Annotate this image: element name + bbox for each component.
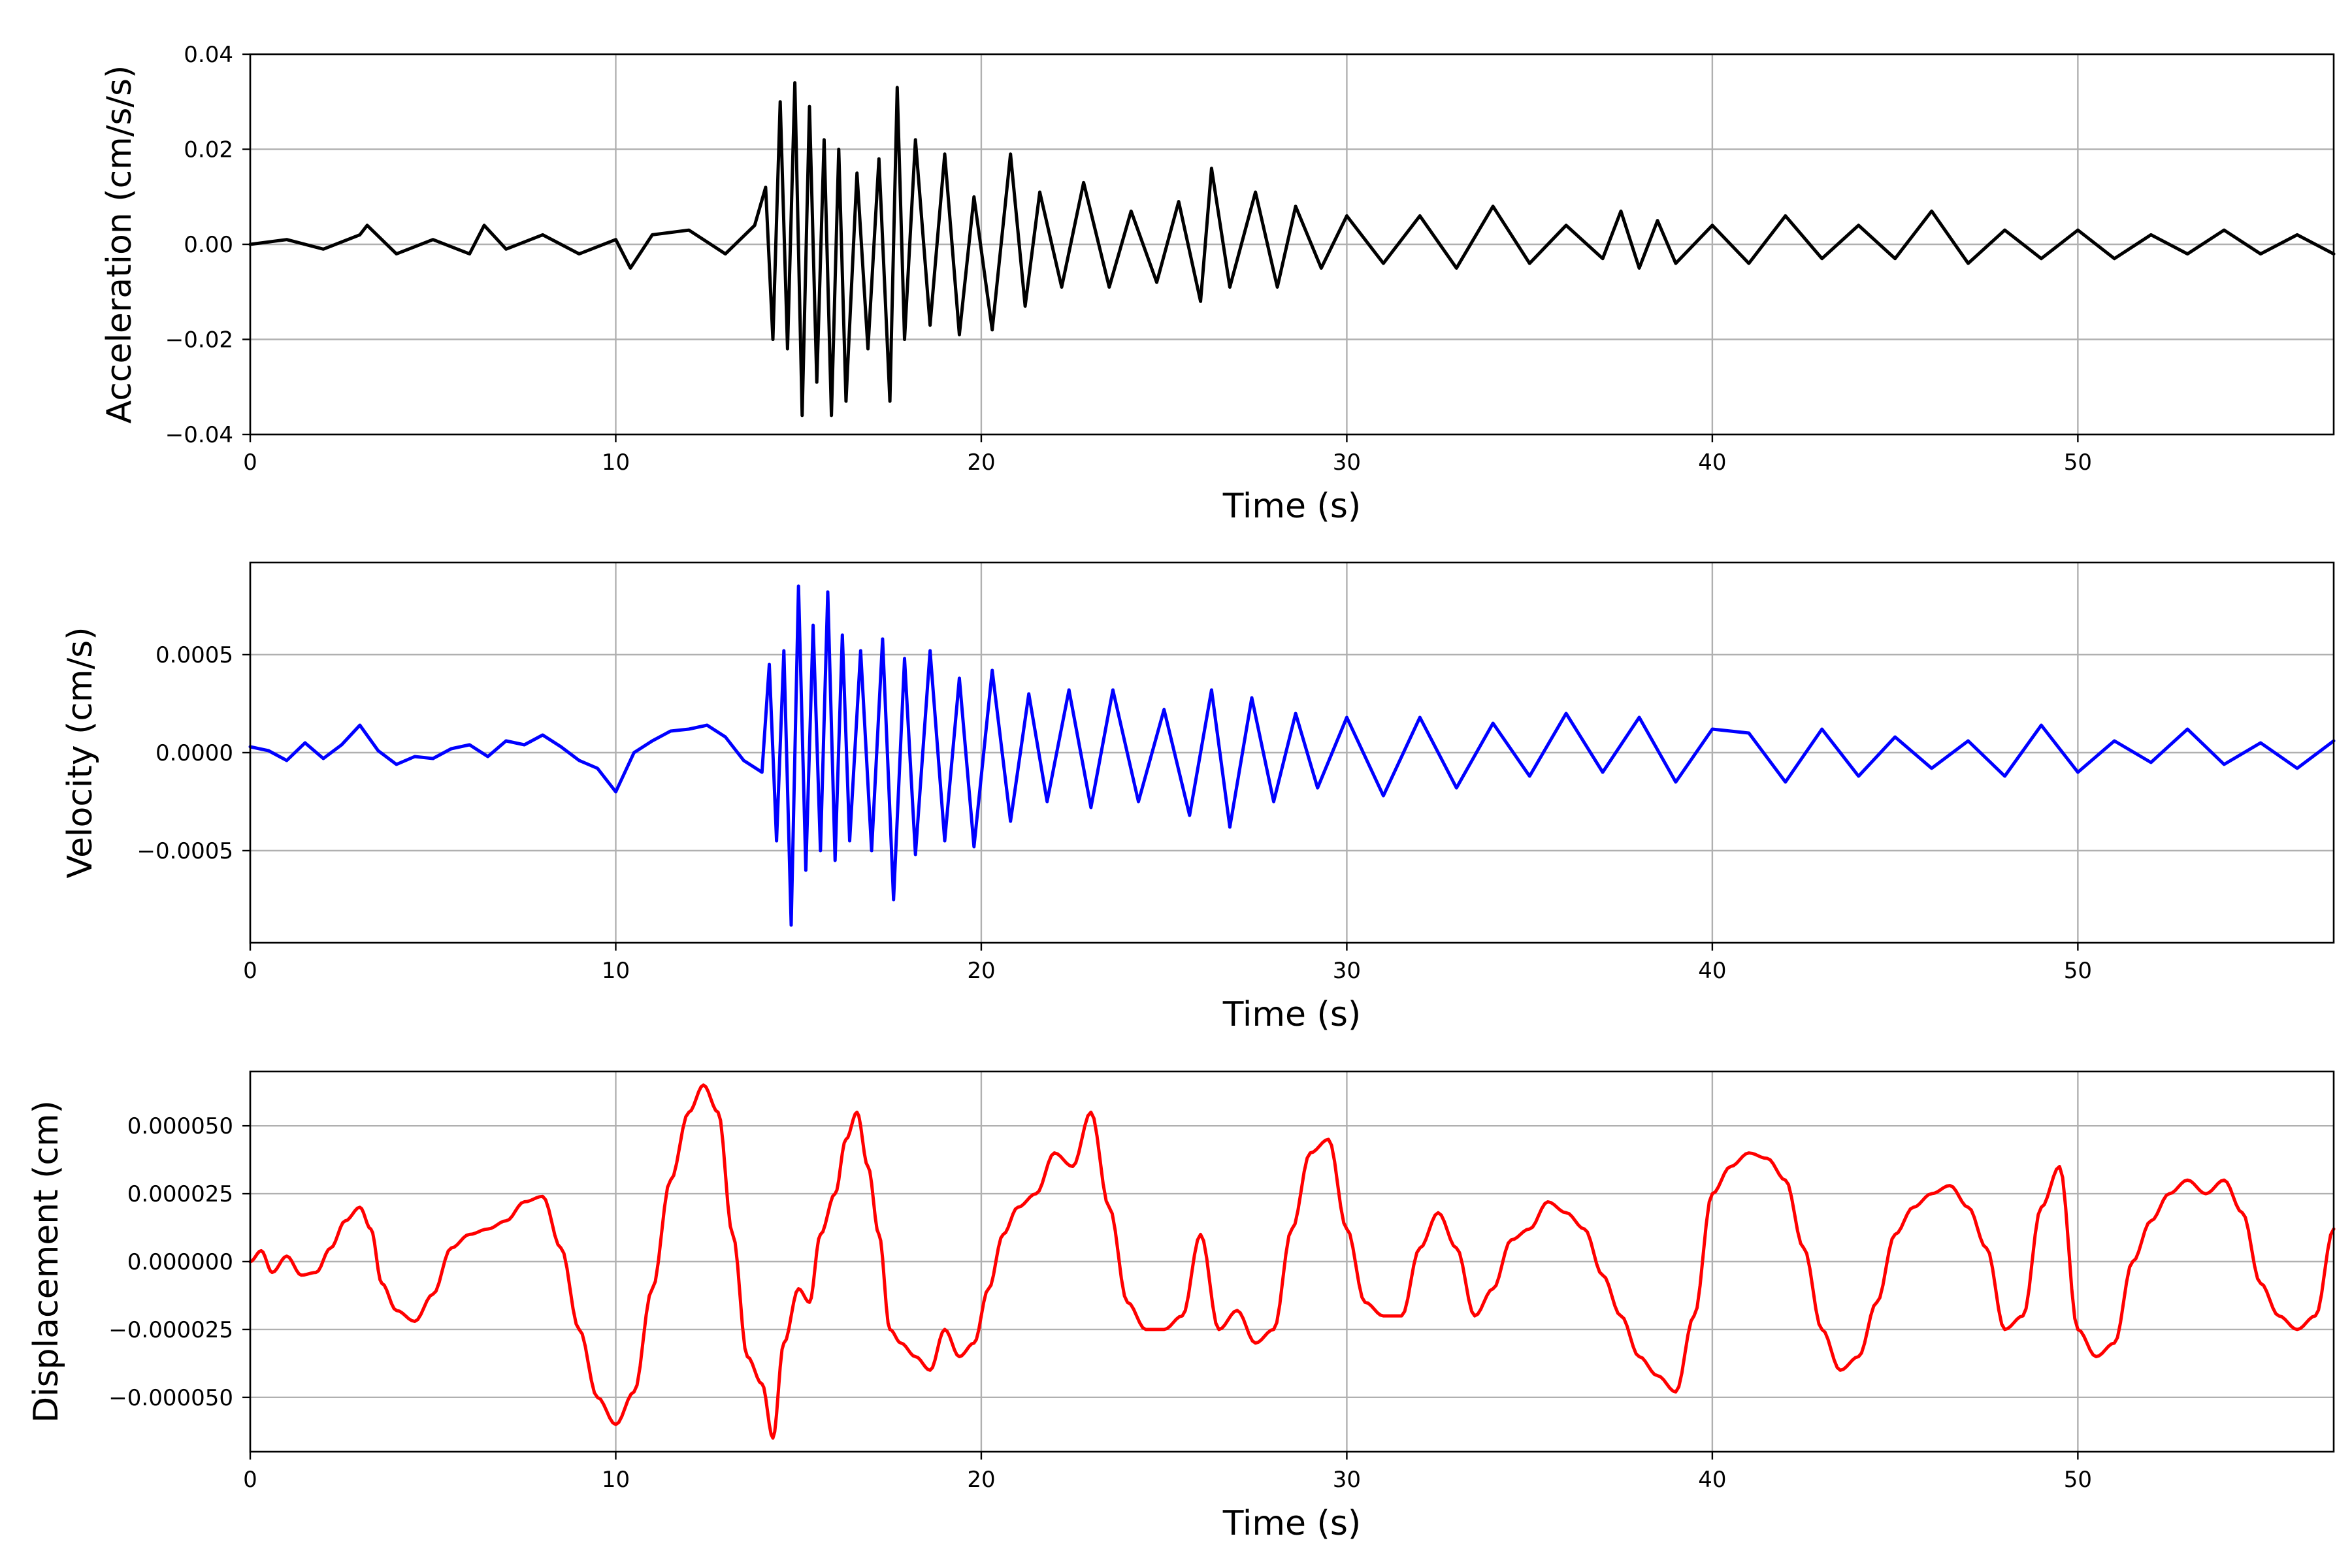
acceleration-x-tick-label: 20 [967,449,995,476]
acceleration-x-axis-label: Time (s) [1222,487,1361,526]
velocity-x-tick-label: 0 [243,958,257,984]
velocity-x-tick-label: 30 [1333,958,1361,984]
displacement-y-tick-label: 0.000050 [127,1113,233,1139]
acceleration-trace [248,81,2336,417]
velocity-y-tick-label: 0.0000 [155,740,233,766]
displacement-y-tick-label: 0.000025 [127,1181,233,1207]
displacement-x-tick-label: 40 [1698,1467,1726,1493]
displacement-y-tick-label: 0.000000 [127,1249,233,1275]
velocity-panel: 0 10 20 30 40 50 −0.0005 0.0000 0.0005 Time (s) Ve… [61,561,2336,1034]
acceleration-x-tick-label: 30 [1333,449,1361,476]
velocity-y-tick-label: −0.0005 [137,838,233,864]
acceleration-x-tick-label: 0 [243,449,257,476]
velocity-x-tick-label: 50 [2064,958,2092,984]
displacement-x-tick-label: 30 [1333,1467,1361,1493]
acceleration-x-tick-label: 40 [1698,449,1726,476]
acceleration-panel: 0 10 20 30 40 50 −0.04 −0.02 0.00 0.02 0.04 Time (s… [100,42,2336,526]
velocity-y-axis-label: Velocity (cm/s) [61,627,100,879]
displacement-x-tick-label: 20 [967,1467,995,1493]
acceleration-x-tick-label: 10 [602,449,630,476]
displacement-x-tick-label: 0 [243,1467,257,1493]
displacement-x-tick-label: 10 [602,1467,630,1493]
displacement-trace [248,1083,2336,1440]
acceleration-x-tick-label: 50 [2064,449,2092,476]
velocity-y-tick-label: 0.0005 [155,642,233,668]
velocity-x-tick-label: 20 [967,958,995,984]
acceleration-y-tick-label: 0.04 [184,42,233,68]
velocity-x-tick-label: 40 [1698,958,1726,984]
velocity-trace [248,584,2336,927]
displacement-x-tick-label: 50 [2064,1467,2092,1493]
displacement-y-tick-label: −0.000025 [108,1317,233,1343]
displacement-y-axis-label: Displacement (cm) [27,1100,66,1423]
acceleration-y-tick-label: 0.00 [184,232,233,258]
velocity-x-tick-label: 10 [602,958,630,984]
acceleration-y-tick-label: −0.02 [165,327,233,353]
acceleration-y-tick-label: 0.02 [184,137,233,163]
acceleration-y-tick-label: −0.04 [165,422,233,448]
acceleration-y-axis-label: Acceleration (cm/s/s) [100,65,139,424]
displacement-y-tick-label: −0.000050 [108,1385,233,1411]
displacement-x-axis-label: Time (s) [1222,1504,1361,1543]
displacement-panel: 0 10 20 30 40 50 −0.000050 −0.000025 0.000000 0.0… [27,1070,2336,1543]
velocity-x-axis-label: Time (s) [1222,995,1361,1034]
